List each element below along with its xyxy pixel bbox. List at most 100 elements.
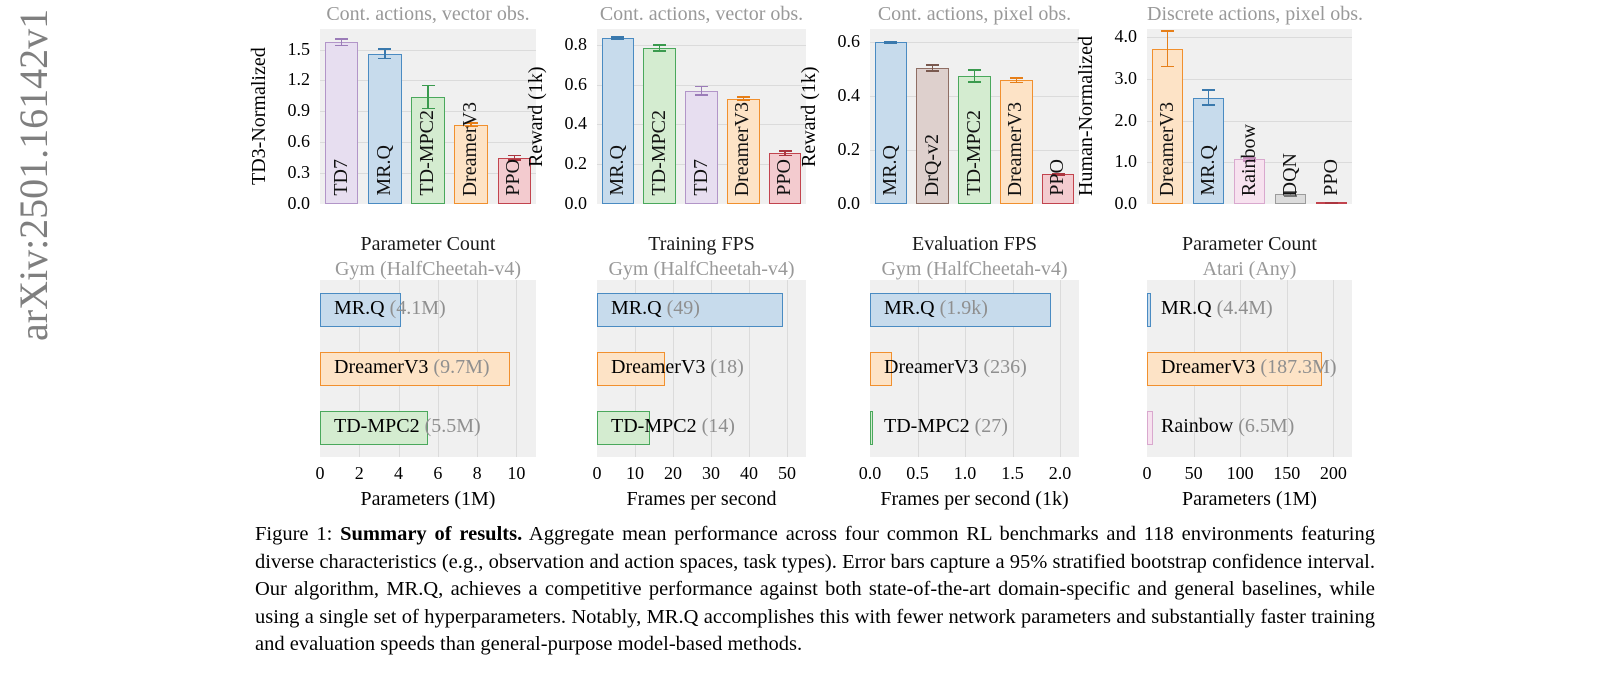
plot-area: MR.Q DrQ-v2 TD-MPC2 DreamerV3 PPO bbox=[870, 29, 1079, 204]
error-bar-cap bbox=[335, 38, 349, 40]
error-bar-cap bbox=[611, 35, 625, 38]
x-tick-label: 20 bbox=[664, 463, 682, 483]
error-bar-cap bbox=[464, 122, 478, 124]
x-tick-label: 50 bbox=[1184, 463, 1203, 483]
bar bbox=[999, 80, 1033, 204]
bar-label-value: (4.4M) bbox=[1211, 296, 1273, 319]
chart-title: Evaluation FPS bbox=[911, 233, 1037, 255]
y-tick-label: 0.2 bbox=[564, 153, 588, 174]
chart-evaluation-fps-gym: Evaluation FPS Gym (HalfCheetah-v4) MR.Q (… bbox=[786, 233, 1085, 510]
bar-label-name: DreamerV3 bbox=[1161, 355, 1256, 378]
error-bar-cap bbox=[778, 154, 792, 157]
bar bbox=[874, 42, 908, 204]
bar-label-name: Rainbow bbox=[1161, 414, 1234, 437]
y-tick-label: 0.0 bbox=[1114, 193, 1138, 213]
bar bbox=[870, 410, 873, 445]
bar bbox=[454, 124, 489, 204]
error-bar bbox=[384, 48, 386, 60]
error-bar-cap bbox=[507, 154, 521, 157]
error-bar-cap bbox=[695, 85, 708, 88]
y-tick-label: 1.0 bbox=[1114, 151, 1138, 172]
error-bar bbox=[700, 85, 703, 96]
bar bbox=[597, 292, 784, 327]
bar-label: DreamerV3 (18) bbox=[611, 356, 744, 379]
gridline bbox=[516, 280, 518, 457]
bar bbox=[320, 410, 428, 445]
bar-label-name: DreamerV3 bbox=[611, 355, 706, 378]
bar-label: DreamerV3 (187.3M) bbox=[1161, 356, 1337, 379]
chart-cont-actions-vector-obs-reward: Cont. actions, vector obs. MR.Q TD-MPC2 TD7… bbox=[513, 0, 812, 230]
bar-label-value: (5.5M) bbox=[419, 414, 481, 437]
figure-caption: Figure 1: Summary of results. Aggregate … bbox=[255, 521, 1375, 659]
bar-label: TD-MPC2 (27) bbox=[884, 415, 1008, 438]
error-bar-cap bbox=[378, 48, 392, 50]
bar-label: DreamerV3 bbox=[1155, 101, 1178, 196]
arxiv-watermark: arXiv:2501.16142v1 bbox=[11, 8, 56, 342]
bar bbox=[1147, 410, 1154, 445]
y-tick-label: 0.0 bbox=[837, 193, 861, 213]
x-axis-label: Parameters (1M) bbox=[1182, 488, 1317, 510]
bar bbox=[916, 68, 949, 204]
chart-subtitle: Atari (Any) bbox=[1202, 258, 1297, 280]
bar-label-value: (1.9k) bbox=[934, 296, 988, 319]
error-bar-cap bbox=[1325, 202, 1338, 204]
y-tick-label: 0.0 bbox=[564, 193, 588, 213]
bar-label-name: MR.Q bbox=[884, 296, 935, 319]
x-tick-label: 100 bbox=[1226, 463, 1254, 483]
y-tick-label: 0.4 bbox=[564, 113, 588, 134]
chart-title: Training FPS bbox=[648, 233, 755, 255]
gridline bbox=[1060, 280, 1061, 457]
gridline bbox=[597, 44, 806, 46]
bar-label-value: (49) bbox=[661, 296, 700, 319]
error-bar-cap bbox=[968, 81, 981, 83]
error-bar bbox=[658, 43, 661, 52]
bar-label-value: (6.5M) bbox=[1233, 414, 1295, 437]
bar bbox=[1192, 97, 1225, 204]
x-tick-label: 4 bbox=[394, 463, 404, 483]
error-bar-cap bbox=[736, 96, 750, 98]
bar-label: DQN bbox=[1278, 152, 1301, 196]
x-tick-label: 30 bbox=[702, 463, 720, 483]
error-bar-cap bbox=[778, 150, 792, 152]
bar bbox=[324, 42, 359, 204]
error-bar-cap bbox=[421, 84, 435, 87]
y-tick-label: 0.9 bbox=[287, 100, 311, 121]
y-tick-label: 0.6 bbox=[564, 73, 588, 94]
bar bbox=[320, 292, 401, 327]
gridline bbox=[1333, 280, 1335, 457]
y-tick-label: 1.5 bbox=[287, 38, 311, 59]
bar-label-value: (27) bbox=[969, 414, 1008, 437]
error-bar-cap bbox=[1243, 156, 1256, 159]
gridline bbox=[711, 280, 712, 457]
bar bbox=[1147, 292, 1152, 327]
chart-cont-actions-vector-obs-td3: Cont. actions, vector obs. TD7 MR.Q TD-MPC2… bbox=[236, 0, 542, 230]
gridline bbox=[965, 280, 966, 457]
gridline bbox=[870, 42, 1079, 44]
error-bar-cap bbox=[926, 70, 940, 73]
error-bar-cap bbox=[1009, 81, 1023, 84]
error-bar-cap bbox=[1051, 172, 1065, 175]
chart-cont-actions-pixel-obs-reward: Cont. actions, pixel obs. MR.Q DrQ-v2 TD-MP… bbox=[786, 0, 1085, 230]
bar bbox=[597, 351, 666, 386]
bar bbox=[768, 153, 802, 204]
chart-training-fps-gym: Training FPS Gym (HalfCheetah-v4) MR.Q (49… bbox=[513, 233, 812, 510]
error-bar-cap bbox=[1284, 191, 1297, 193]
x-tick-label: 2 bbox=[354, 463, 364, 483]
error-bar-cap bbox=[1009, 76, 1023, 79]
error-bar-cap bbox=[507, 159, 521, 161]
bar-label: MR.Q bbox=[372, 145, 395, 196]
y-tick-label: 0.0 bbox=[287, 193, 311, 213]
bar-label: TD-MPC2 (14) bbox=[611, 415, 735, 438]
bar-label-value: (236) bbox=[978, 355, 1027, 378]
bar-label: TD7 bbox=[329, 159, 352, 196]
error-bar bbox=[742, 96, 745, 101]
y-axis-label: TD3-Normalized bbox=[248, 47, 270, 186]
bar-label-name: TD-MPC2 bbox=[334, 414, 420, 437]
bar-label: DreamerV3 (9.7M) bbox=[334, 356, 490, 379]
bar-label-name: MR.Q bbox=[611, 296, 662, 319]
bar-label: TD-MPC2 (5.5M) bbox=[334, 415, 481, 438]
x-tick-label: 10 bbox=[507, 463, 526, 483]
bar bbox=[870, 292, 1051, 327]
error-bar bbox=[427, 84, 429, 110]
bar bbox=[870, 351, 893, 386]
